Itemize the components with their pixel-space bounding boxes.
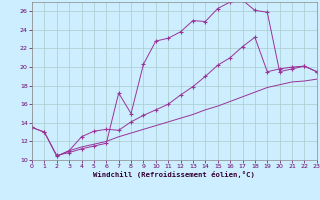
X-axis label: Windchill (Refroidissement éolien,°C): Windchill (Refroidissement éolien,°C) — [93, 171, 255, 178]
